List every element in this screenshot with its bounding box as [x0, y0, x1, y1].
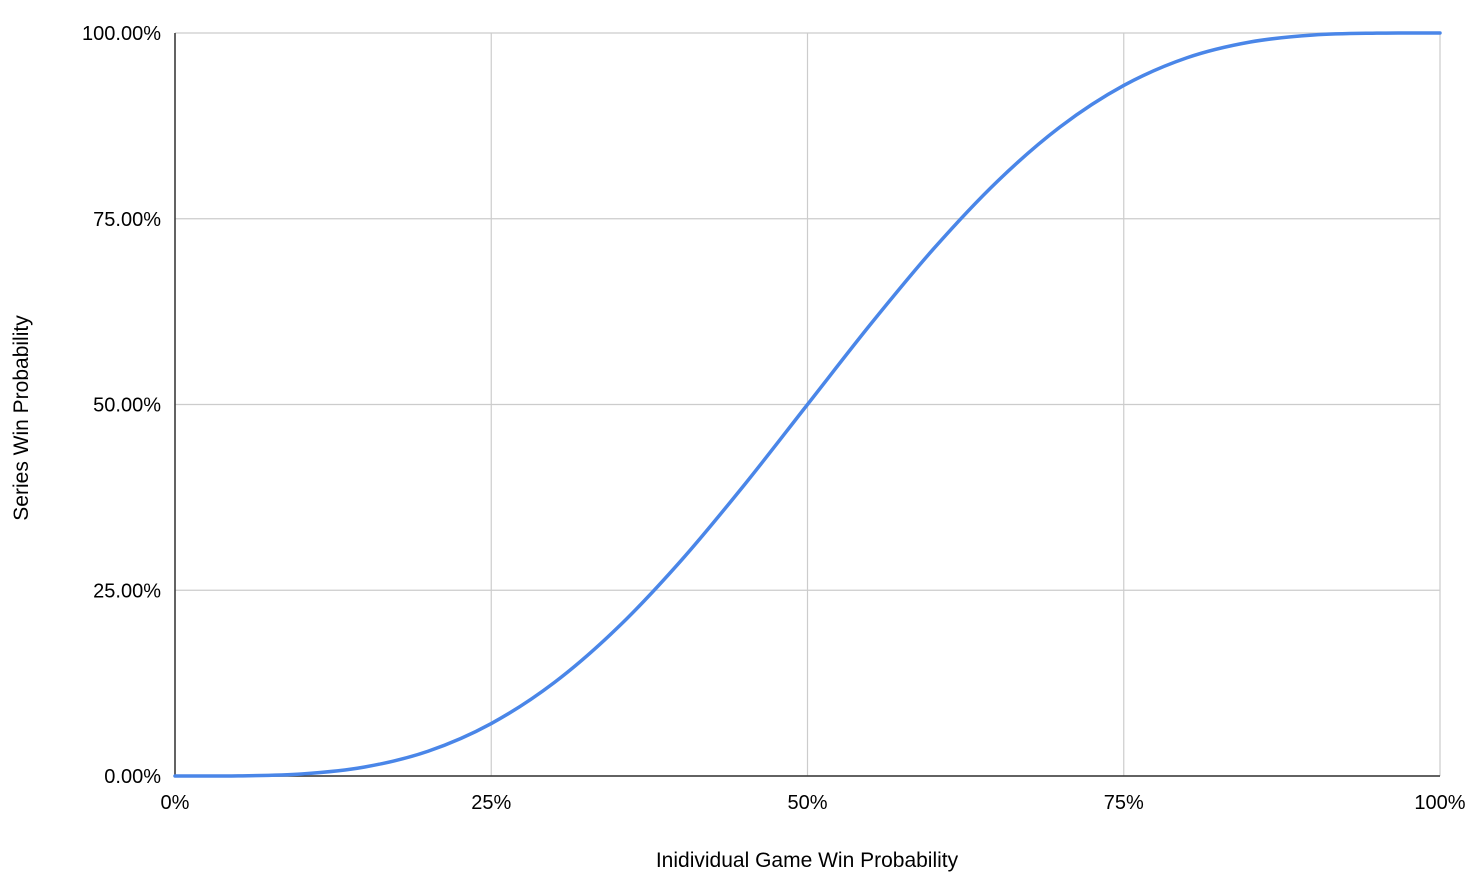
series-line-0: [173, 31, 1442, 778]
series-group: [173, 31, 1442, 778]
x-tick-labels: 0% 25% 50% 75% 100%: [161, 792, 1466, 814]
x-tick-label-2: 50%: [787, 792, 827, 814]
y-tick-label-0: 0.00%: [104, 766, 161, 788]
y-tick-labels: 0.00% 25.00% 50.00% 75.00% 100.00%: [82, 23, 161, 788]
x-tick-label-4: 100%: [1414, 792, 1465, 814]
y-tick-label-3: 75.00%: [93, 209, 161, 231]
x-tick-label-0: 0%: [161, 792, 190, 814]
y-tick-label-2: 50.00%: [93, 395, 161, 417]
y-tick-label-4: 100.00%: [82, 23, 161, 45]
axes: [174, 33, 1440, 777]
x-axis-title: Inidividual Game Win Probability: [656, 849, 959, 872]
x-tick-label-3: 75%: [1104, 792, 1144, 814]
y-tick-label-1: 25.00%: [93, 580, 161, 602]
y-axis-title: Series Win Probability: [10, 315, 33, 521]
x-tick-label-1: 25%: [471, 792, 511, 814]
